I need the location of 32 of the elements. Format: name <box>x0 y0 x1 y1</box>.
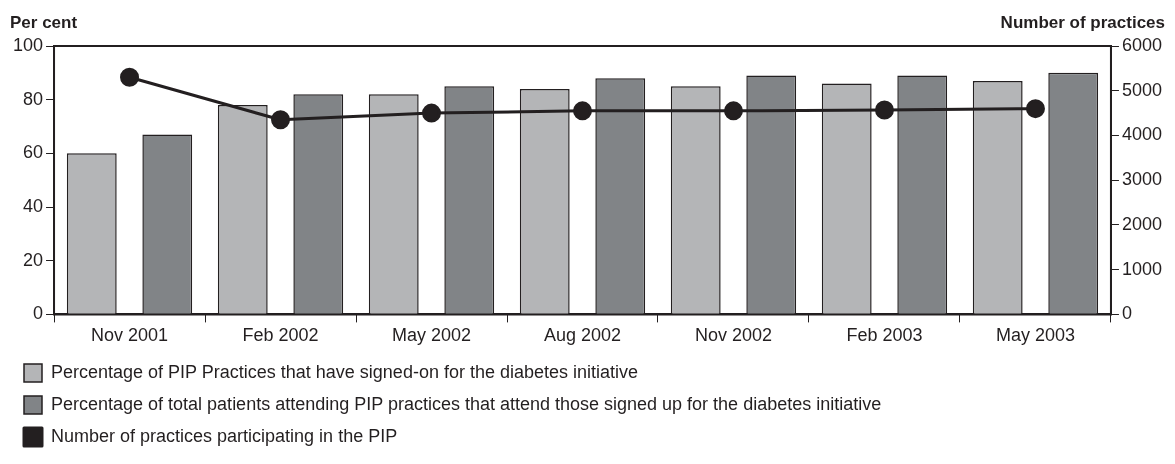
y2-tick-label: 5000 <box>1121 79 1162 100</box>
point <box>271 110 291 130</box>
y2-tick-label: 3000 <box>1121 169 1162 190</box>
x-tick-label: Aug 2002 <box>543 325 622 346</box>
point <box>723 101 743 121</box>
y2-tick-label: 0 <box>1121 303 1132 324</box>
legend-label: Number of practices participating in the PIP <box>51 425 398 446</box>
y2-tick-label: 1000 <box>1121 258 1162 279</box>
x-tick-label: Feb 2002 <box>242 325 319 346</box>
y2-tick-label: 6000 <box>1121 34 1162 55</box>
x-tick-label: Feb 2003 <box>846 325 923 346</box>
y-tick-label: 20 <box>23 249 44 270</box>
point <box>874 100 894 120</box>
point <box>422 103 442 123</box>
y-tick-label: 100 <box>12 34 44 55</box>
y-tick-label: 80 <box>23 88 44 109</box>
y2-tick-label: 2000 <box>1121 213 1162 234</box>
point <box>1025 99 1045 119</box>
y2-axis-title: Number of practices <box>1000 13 1165 33</box>
point <box>573 101 592 121</box>
y-tick-label: 40 <box>23 196 44 217</box>
y-axis-title: Per cent <box>10 13 78 33</box>
y-tick-label: 0 <box>33 303 44 324</box>
legend-label: Percentage of PIP Practices that have signed-on for the diabetes initiative <box>51 361 639 382</box>
point <box>120 67 140 87</box>
y2-tick-label: 4000 <box>1121 124 1162 145</box>
x-tick-label: Nov 2001 <box>91 325 169 346</box>
x-tick-label: May 2002 <box>391 325 472 346</box>
legend-label: Percentage of total patients attending PIP practices that attend those signed up for the diabetes initiative <box>51 393 882 414</box>
x-tick-label: Nov 2002 <box>694 325 773 346</box>
y-tick-label: 60 <box>23 142 44 163</box>
x-tick-label: May 2003 <box>995 325 1075 346</box>
